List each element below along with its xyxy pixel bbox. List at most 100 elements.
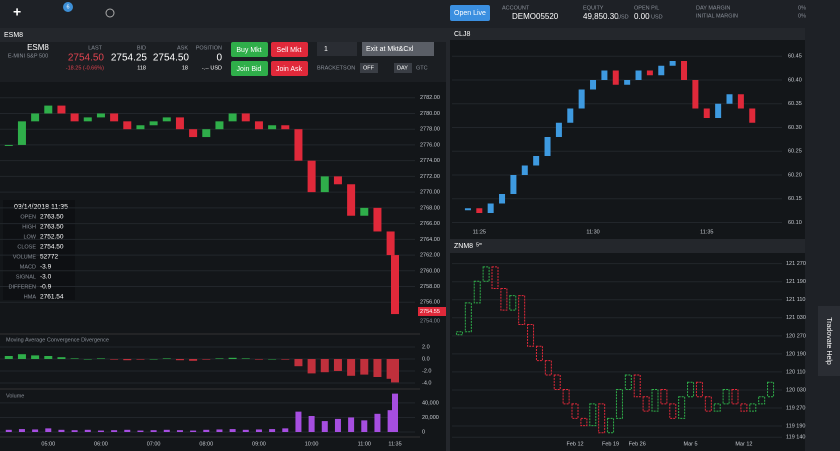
- y-tick-label: 120 270: [786, 333, 806, 339]
- macd-bar: [373, 359, 382, 377]
- info-date: 03/14/2018 11:35: [14, 204, 68, 211]
- exit-button[interactable]: [362, 42, 434, 56]
- x-tick-label: Mar 5: [684, 441, 698, 447]
- info-value: 52772: [40, 254, 58, 261]
- description: E-MINI S&P 500: [8, 53, 48, 59]
- pnf-column: [518, 295, 526, 326]
- x-tick-label: 07:00: [147, 441, 161, 447]
- volume-bar: [97, 430, 104, 432]
- y-tick-label: 2778.00: [420, 127, 440, 133]
- macd-bar: [17, 354, 26, 359]
- candle: [373, 207, 382, 232]
- cl-bar: [464, 208, 471, 211]
- buy-mkt[interactable]: Buy Mkt: [236, 47, 261, 54]
- toggle[interactable]: GTC: [416, 65, 428, 71]
- tab[interactable]: CLJ8: [454, 31, 470, 38]
- account[interactable]: DEMO05520: [512, 12, 559, 21]
- price-tag-label: 2754.55: [420, 309, 440, 315]
- y-tick-label: 20,000: [422, 415, 439, 421]
- help-tab[interactable]: [818, 306, 840, 376]
- y-tick-label: 2764.00: [420, 237, 440, 243]
- help[interactable]: Tradovate Help: [825, 317, 832, 365]
- pnf-column: [482, 266, 490, 282]
- tab[interactable]: ZNM8: [454, 243, 473, 250]
- candle: [386, 231, 395, 256]
- volume-bar: [282, 428, 289, 432]
- macd-bar: [307, 359, 316, 374]
- join-bid-button[interactable]: [231, 61, 268, 76]
- macd-bar: [294, 359, 303, 367]
- toggle[interactable]: OFF: [363, 65, 375, 71]
- x-tick-label: 11:00: [358, 441, 371, 447]
- sell-mkt[interactable]: Sell Mkt: [277, 47, 302, 54]
- ask-size: 18: [182, 65, 188, 71]
- y-tick-label: 120 110: [786, 369, 805, 375]
- info-label: HMA: [24, 294, 37, 300]
- pnf-column: [562, 388, 570, 405]
- label: OPEN P/L: [634, 5, 659, 11]
- macd-bar: [215, 358, 224, 359]
- y-tick-label: 2756.00: [420, 300, 440, 306]
- volume-bar: [5, 429, 12, 432]
- y-tick-label: 60.15: [788, 196, 802, 202]
- candle: [31, 113, 40, 122]
- candle: [96, 113, 105, 118]
- volume-bar: [242, 429, 249, 432]
- pnf-column: [553, 374, 561, 390]
- label: EQUITY: [583, 5, 604, 11]
- info-label: OPEN: [20, 214, 36, 220]
- label: LAST: [88, 45, 102, 51]
- join-bid[interactable]: Join Bid: [237, 66, 262, 73]
- macd-bar: [228, 357, 237, 359]
- y-tick-label: 60.10: [788, 220, 802, 226]
- candle: [228, 113, 237, 122]
- cl-bar: [510, 175, 517, 194]
- y-tick-label: -2.0: [422, 368, 431, 374]
- y-tick-label: 2758.00: [420, 284, 440, 290]
- quantity-box[interactable]: [317, 42, 357, 56]
- join-ask-button[interactable]: [271, 61, 308, 76]
- exit[interactable]: Exit at Mkt&Cxl: [366, 46, 414, 53]
- pnf-column: [464, 302, 472, 333]
- macd-bar: [31, 355, 40, 359]
- candle: [175, 117, 184, 130]
- cl-bar: [681, 61, 688, 80]
- info-label: DIFFEREN: [9, 284, 37, 290]
- volume-bar: [176, 430, 183, 432]
- search-icon[interactable]: [105, 8, 115, 18]
- info-value: 2761.54: [40, 294, 64, 301]
- pnf-column: [500, 287, 508, 311]
- x-tick-label: 06:00: [94, 441, 108, 447]
- tab[interactable]: ESM8: [4, 32, 23, 39]
- cl-bar: [567, 108, 574, 123]
- add-icon[interactable]: +: [13, 4, 21, 20]
- buy-button[interactable]: [231, 42, 268, 57]
- info-value: 2763.50: [40, 224, 64, 231]
- open-live[interactable]: Open Live: [454, 10, 486, 17]
- macd-bar: [123, 359, 132, 361]
- last: 2754.50: [68, 53, 105, 64]
- info-value: 2763.50: [40, 214, 64, 221]
- y-tick-label: 2780.00: [420, 111, 440, 117]
- toggle-bg: [394, 63, 412, 73]
- cl-bar: [737, 94, 744, 109]
- candle: [347, 184, 356, 216]
- join-ask[interactable]: Join Ask: [276, 66, 303, 73]
- cl-bar: [590, 80, 597, 90]
- toggle[interactable]: DAY: [397, 65, 408, 71]
- badge-count: 6: [66, 4, 69, 10]
- toggle[interactable]: ON: [347, 65, 355, 71]
- macd-bar: [347, 359, 356, 376]
- y-tick-label: 0: [422, 429, 425, 435]
- open-live-button[interactable]: [450, 5, 490, 21]
- pnf-column: [491, 266, 499, 289]
- y-tick-label: 2.0: [422, 344, 430, 350]
- x-tick-label: Feb 12: [566, 441, 583, 447]
- candle: [294, 129, 303, 161]
- pnf-column: [544, 360, 552, 376]
- quantity[interactable]: 1: [324, 46, 328, 53]
- macd-bar: [44, 356, 53, 359]
- x-tick-label: 11:25: [473, 229, 486, 235]
- cl-bar: [635, 70, 642, 80]
- sell-button[interactable]: [271, 42, 308, 57]
